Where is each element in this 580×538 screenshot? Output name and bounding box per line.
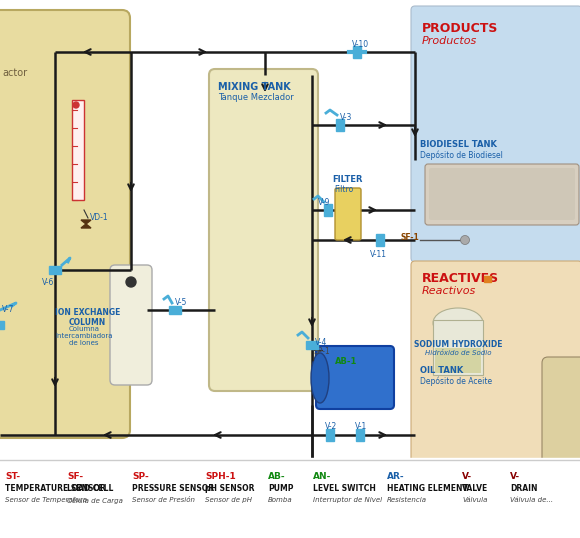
Text: SF-1: SF-1	[400, 232, 419, 242]
Text: Depósito de Aceite: Depósito de Aceite	[420, 377, 492, 386]
Polygon shape	[81, 220, 91, 228]
Text: V-11: V-11	[370, 250, 387, 259]
Bar	[0, 458, 580, 538]
Text: AB-1: AB-1	[335, 357, 357, 366]
Text: V-3: V-3	[340, 113, 353, 122]
Text: LEVEL SWITCH: LEVEL SWITCH	[313, 484, 376, 493]
Text: SPH-1: SPH-1	[205, 472, 235, 481]
Bar	[72, 100, 84, 200]
Text: HEATING ELEMENT: HEATING ELEMENT	[387, 484, 468, 493]
Text: Columna
Intercambiadora
de Iones: Columna Intercambiadora de Iones	[55, 326, 113, 346]
Text: Interruptor de Nivel: Interruptor de Nivel	[313, 497, 382, 503]
Text: Célula de Carga: Célula de Carga	[67, 497, 123, 504]
FancyBboxPatch shape	[110, 265, 152, 385]
FancyBboxPatch shape	[0, 10, 130, 438]
Ellipse shape	[433, 308, 483, 338]
Text: BIODIESEL TANK: BIODIESEL TANK	[420, 140, 497, 149]
Text: ION EXCHANGE
COLUMN: ION EXCHANGE COLUMN	[55, 308, 121, 328]
FancyBboxPatch shape	[411, 261, 580, 462]
FancyBboxPatch shape	[433, 320, 483, 375]
Circle shape	[73, 102, 79, 108]
Text: V-5: V-5	[175, 298, 187, 307]
Text: V-6: V-6	[42, 278, 55, 287]
Text: Sensor de pH: Sensor de pH	[205, 497, 252, 503]
Text: V-9: V-9	[318, 198, 331, 207]
Text: Reactivos: Reactivos	[422, 286, 476, 296]
Bar	[336, 119, 344, 131]
Text: V-4: V-4	[315, 338, 327, 347]
Text: ST-: ST-	[5, 472, 20, 481]
Text: V-10: V-10	[352, 40, 369, 49]
Text: V-: V-	[462, 472, 472, 481]
Text: Tanque Mezclador: Tanque Mezclador	[218, 93, 293, 102]
Text: TEMPERATURE SENSOR: TEMPERATURE SENSOR	[5, 484, 106, 493]
Text: Resistencia: Resistencia	[387, 497, 427, 503]
Text: Sensor de Temperatura: Sensor de Temperatura	[5, 497, 87, 503]
Text: SP-1: SP-1	[314, 347, 331, 356]
Bar	[324, 204, 332, 216]
Text: AN-: AN-	[313, 472, 331, 481]
Text: SP-: SP-	[132, 472, 148, 481]
FancyBboxPatch shape	[335, 188, 361, 240]
Circle shape	[126, 277, 136, 287]
Text: VD-1: VD-1	[90, 214, 108, 223]
Text: V-1: V-1	[355, 422, 367, 431]
Text: actor: actor	[2, 68, 27, 78]
Text: PUMP: PUMP	[268, 484, 293, 493]
Bar	[353, 46, 361, 58]
Bar	[306, 341, 318, 349]
Bar	[435, 348, 481, 373]
Bar	[484, 276, 491, 282]
Text: Bomba: Bomba	[268, 497, 293, 503]
Bar	[169, 306, 181, 314]
Text: Filtro: Filtro	[334, 185, 353, 194]
Text: MIXING TANK: MIXING TANK	[218, 82, 291, 92]
Text: VALVE: VALVE	[462, 484, 488, 493]
Text: Sensor de Presión: Sensor de Presión	[132, 497, 195, 503]
Circle shape	[461, 236, 469, 244]
Text: AB-: AB-	[268, 472, 285, 481]
Bar	[0, 0, 580, 460]
Text: PRESSURE SENSOR: PRESSURE SENSOR	[132, 484, 214, 493]
Bar	[0, 321, 4, 329]
Text: Válvula: Válvula	[462, 497, 487, 503]
Text: V-2: V-2	[325, 422, 337, 431]
Text: V-: V-	[510, 472, 520, 481]
Text: DRAIN: DRAIN	[510, 484, 538, 493]
FancyBboxPatch shape	[425, 164, 579, 225]
Text: OIL TANK: OIL TANK	[420, 366, 463, 375]
Text: AR-: AR-	[387, 472, 405, 481]
Text: pH SENSOR: pH SENSOR	[205, 484, 255, 493]
FancyBboxPatch shape	[429, 168, 575, 220]
FancyBboxPatch shape	[209, 69, 318, 391]
Text: SODIUM HYDROXIDE: SODIUM HYDROXIDE	[414, 340, 502, 349]
FancyBboxPatch shape	[411, 6, 580, 262]
Text: Productos: Productos	[422, 36, 477, 46]
Text: SF-: SF-	[67, 472, 83, 481]
Ellipse shape	[311, 353, 329, 403]
FancyBboxPatch shape	[542, 357, 580, 464]
Text: LOAD CELL: LOAD CELL	[67, 484, 113, 493]
Text: FILTER: FILTER	[332, 175, 362, 184]
Bar	[49, 266, 61, 274]
Bar	[326, 429, 334, 441]
Text: PRODUCTS: PRODUCTS	[422, 22, 498, 35]
Text: REACTIVES: REACTIVES	[422, 272, 499, 285]
Text: V-7: V-7	[2, 305, 15, 314]
Text: Válvula de...: Válvula de...	[510, 497, 553, 503]
FancyBboxPatch shape	[316, 346, 394, 409]
Bar	[376, 234, 384, 246]
Text: Depósito de Biodiesel: Depósito de Biodiesel	[420, 151, 503, 160]
Bar	[356, 429, 364, 441]
Text: Hidróxido de Sodio: Hidróxido de Sodio	[425, 350, 491, 356]
